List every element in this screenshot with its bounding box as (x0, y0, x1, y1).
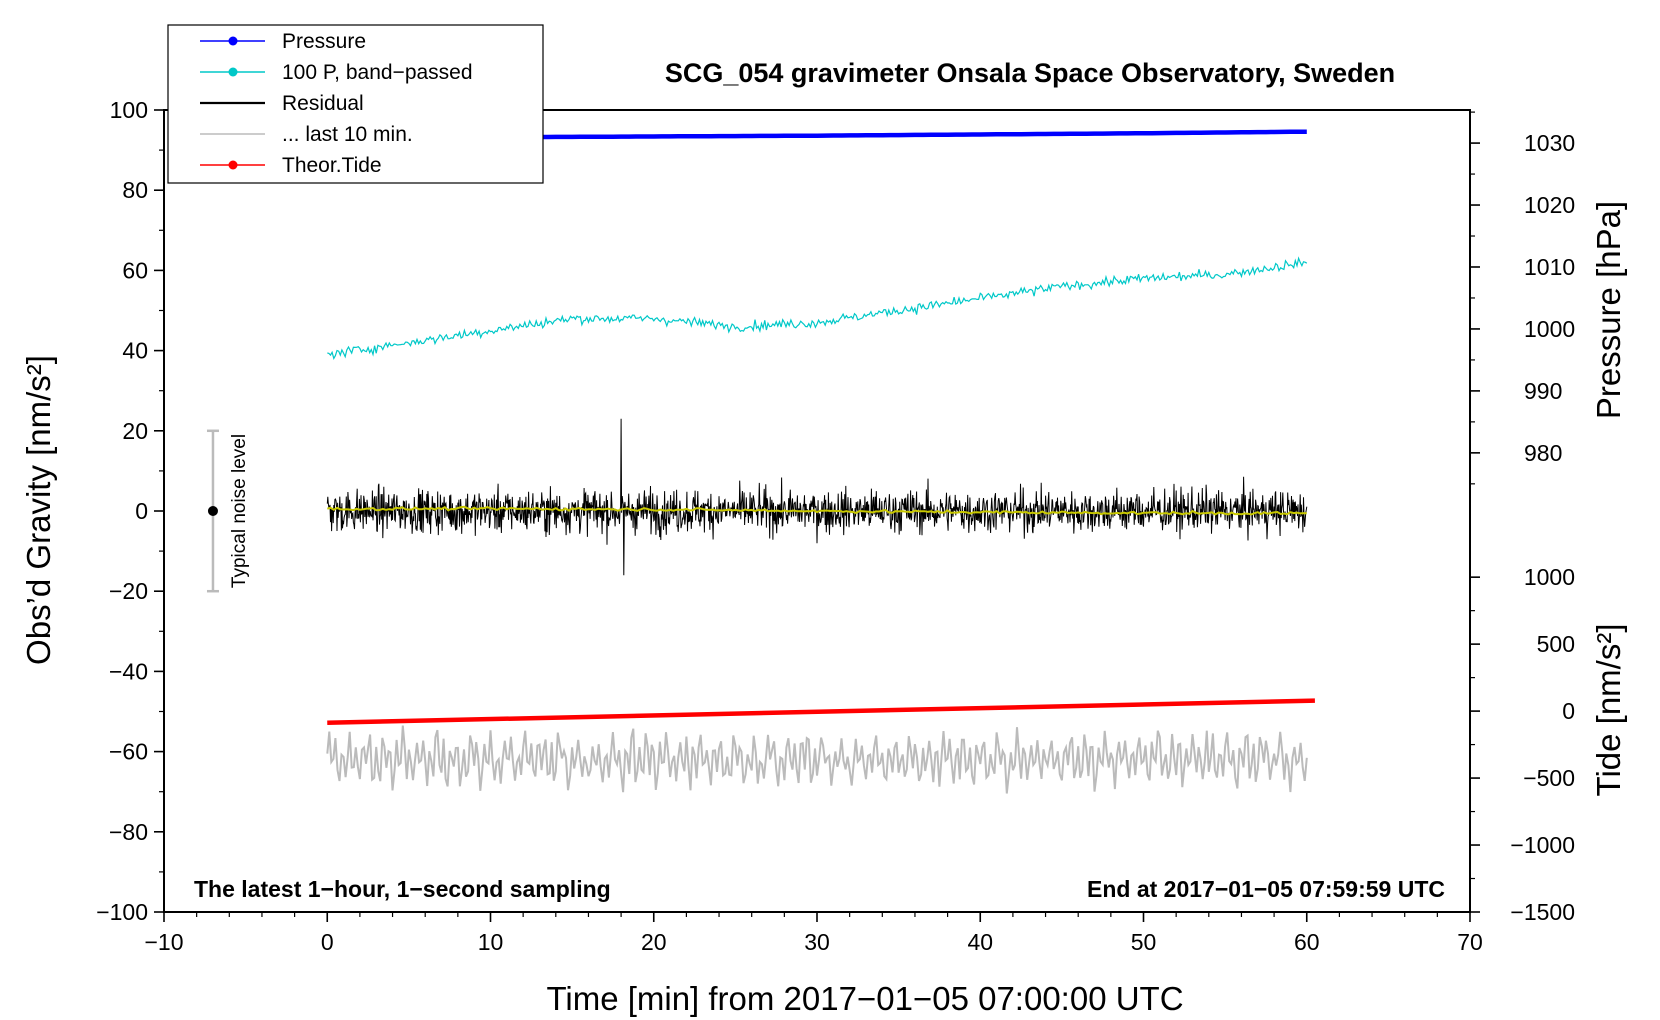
x-tick-label: 40 (967, 929, 993, 955)
x-tick-label: 70 (1457, 929, 1483, 955)
legend-label: Pressure (282, 30, 366, 53)
y-tick-label: 100 (110, 97, 148, 123)
pressure-tick-label: 1000 (1524, 316, 1575, 342)
pressure-tick-label: 980 (1524, 440, 1562, 466)
noise-bar-center-dot (207, 506, 218, 516)
pressure-tick-label: 1030 (1524, 130, 1575, 156)
series-layer (326, 129, 1315, 794)
legend-label: Theor.Tide (282, 154, 382, 177)
legend-label: Residual (282, 92, 364, 115)
series-residual (326, 418, 1308, 576)
series-last-10-min (326, 725, 1308, 794)
x-axis: −10 0 10 20 30 40 50 60 70 (144, 912, 1483, 955)
pressure-axis: 980 990 1000 1010 1020 1030 (1470, 111, 1575, 485)
tide-tick-label: −1000 (1510, 832, 1575, 858)
legend-marker (228, 67, 238, 77)
y-tick-label: −40 (109, 658, 148, 684)
series-theor-tide (327, 698, 1315, 725)
pressure-tick-label: 1020 (1524, 192, 1575, 218)
tide-tick-label: 1000 (1524, 564, 1575, 590)
tide-tick-label: −1500 (1510, 899, 1575, 925)
tide-tick-label: 0 (1562, 698, 1575, 724)
y-tick-label: −60 (109, 739, 148, 765)
noise-level-bar (206, 429, 219, 593)
x-tick-label: −10 (144, 929, 183, 955)
legend-label: 100 P, band−passed (282, 61, 473, 84)
legend-label: ... last 10 min. (282, 123, 413, 146)
tide-tick-label: 500 (1537, 631, 1575, 657)
legend: Pressure 100 P, band−passed Residual ... la… (167, 24, 544, 184)
legend-marker (228, 36, 238, 46)
y-tick-label: 80 (122, 177, 148, 203)
sampling-note: The latest 1−hour, 1−second sampling (194, 876, 611, 902)
x-tick-label: 0 (321, 929, 334, 955)
series-residual-smoothed (327, 505, 1307, 516)
end-time-note: End at 2017−01−05 07:59:59 UTC (1087, 876, 1445, 902)
pressure-tick-label: 1010 (1524, 254, 1575, 280)
pressure-axis-title: Pressure [hPa] (1590, 201, 1627, 419)
x-tick-label: 10 (478, 929, 504, 955)
y-tick-label: 60 (122, 257, 148, 283)
y-tick-label: 0 (135, 498, 148, 524)
y-tick-label: 20 (122, 418, 148, 444)
legend-marker (228, 160, 238, 170)
x-axis-title: Time [min] from 2017−01−05 07:00:00 UTC (546, 980, 1183, 1017)
tide-axis: −1500 −1000 −500 0 500 1000 (1470, 564, 1575, 925)
y-axis-title-left: Obs’d Gravity [nm/s²] (20, 355, 57, 665)
x-tick-label: 50 (1131, 929, 1157, 955)
noise-level-label: Typical noise level (229, 434, 250, 588)
tide-axis-title: Tide [nm/s²] (1590, 624, 1627, 797)
series-band-passed (327, 256, 1308, 360)
chart-title: SCG_054 gravimeter Onsala Space Observat… (665, 58, 1395, 88)
pressure-tick-label: 990 (1524, 378, 1562, 404)
x-tick-label: 60 (1294, 929, 1320, 955)
y-axis-left: −100 −80 −60 −40 −20 0 20 40 60 80 100 (96, 97, 164, 925)
tide-tick-label: −500 (1523, 765, 1575, 791)
y-tick-label: −100 (96, 899, 148, 925)
y-tick-label: −80 (109, 819, 148, 845)
x-tick-label: 30 (804, 929, 830, 955)
y-tick-label: −20 (109, 578, 148, 604)
x-tick-label: 20 (641, 929, 667, 955)
y-tick-label: 40 (122, 338, 148, 364)
